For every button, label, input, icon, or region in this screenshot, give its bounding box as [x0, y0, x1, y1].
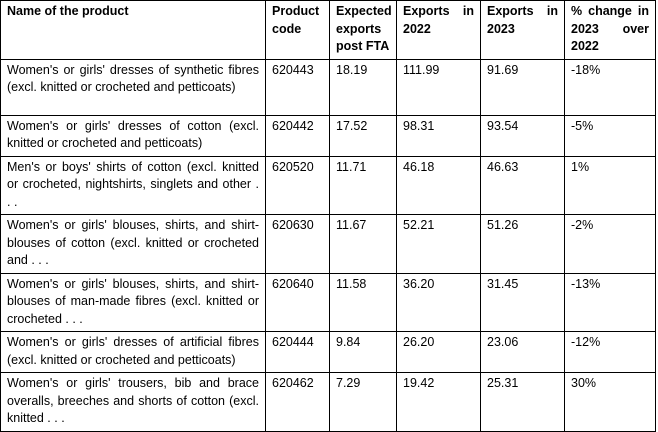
- product-code-cell: 620640: [265, 272, 330, 332]
- product-code-cell: 620520: [265, 155, 330, 215]
- table-row: Women's or girls' dresses of synthetic f…: [0, 58, 656, 116]
- percent-change-cell: -2%: [564, 214, 656, 274]
- product-code-cell: 620443: [265, 58, 330, 116]
- header-exports-2022: Exports in 2022: [396, 0, 481, 60]
- product-code-cell: 620442: [265, 114, 330, 157]
- expected-exports-cell: 7.29: [329, 372, 397, 432]
- exports-2023-cell: 46.63: [480, 155, 565, 215]
- product-name-cell: Women's or girls' dresses of synthetic f…: [0, 58, 266, 116]
- table-row: Women's or girls' dresses of cotton (exc…: [0, 114, 656, 157]
- expected-exports-cell: 18.19: [329, 58, 397, 116]
- exports-2023-cell: 91.69: [480, 58, 565, 116]
- exports-2023-cell: 25.31: [480, 372, 565, 432]
- product-name-cell: Women's or girls' trousers, bib and brac…: [0, 372, 266, 432]
- table-header-row: Name of the product Product code Expecte…: [0, 0, 656, 60]
- percent-change-cell: -5%: [564, 114, 656, 157]
- header-product-name: Name of the product: [0, 0, 266, 60]
- product-name-cell: Women's or girls' dresses of cotton (exc…: [0, 114, 266, 157]
- percent-change-cell: -18%: [564, 58, 656, 116]
- exports-2023-cell: 31.45: [480, 272, 565, 332]
- percent-change-cell: 1%: [564, 155, 656, 215]
- exports-2023-cell: 51.26: [480, 214, 565, 274]
- product-code-cell: 620630: [265, 214, 330, 274]
- header-product-code: Product code: [265, 0, 330, 60]
- header-expected-exports: Expected exports post FTA: [329, 0, 397, 60]
- expected-exports-cell: 11.58: [329, 272, 397, 332]
- exports-2023-cell: 23.06: [480, 331, 565, 373]
- expected-exports-cell: 17.52: [329, 114, 397, 157]
- exports-2022-cell: 98.31: [396, 114, 481, 157]
- exports-2022-cell: 19.42: [396, 372, 481, 432]
- exports-2022-cell: 46.18: [396, 155, 481, 215]
- exports-2023-cell: 93.54: [480, 114, 565, 157]
- table-row: Women's or girls' dresses of artificial …: [0, 331, 656, 373]
- product-name-cell: Women's or girls' blouses, shirts, and s…: [0, 272, 266, 332]
- product-name-cell: Women's or girls' blouses, shirts, and s…: [0, 214, 266, 274]
- table-row: Women's or girls' blouses, shirts, and s…: [0, 272, 656, 332]
- percent-change-cell: -12%: [564, 331, 656, 373]
- product-name-cell: Women's or girls' dresses of artificial …: [0, 331, 266, 373]
- product-code-cell: 620462: [265, 372, 330, 432]
- exports-2022-cell: 26.20: [396, 331, 481, 373]
- expected-exports-cell: 9.84: [329, 331, 397, 373]
- header-percent-change: % change in 2023 over 2022: [564, 0, 656, 60]
- product-name-cell: Men's or boys' shirts of cotton (excl. k…: [0, 155, 266, 215]
- header-exports-2023: Exports in 2023: [480, 0, 565, 60]
- exports-2022-cell: 111.99: [396, 58, 481, 116]
- table-row: Women's or girls' trousers, bib and brac…: [0, 372, 656, 432]
- percent-change-cell: 30%: [564, 372, 656, 432]
- product-code-cell: 620444: [265, 331, 330, 373]
- exports-2022-cell: 52.21: [396, 214, 481, 274]
- table-row: Men's or boys' shirts of cotton (excl. k…: [0, 155, 656, 215]
- expected-exports-cell: 11.71: [329, 155, 397, 215]
- expected-exports-cell: 11.67: [329, 214, 397, 274]
- percent-change-cell: -13%: [564, 272, 656, 332]
- exports-2022-cell: 36.20: [396, 272, 481, 332]
- table-row: Women's or girls' blouses, shirts, and s…: [0, 214, 656, 274]
